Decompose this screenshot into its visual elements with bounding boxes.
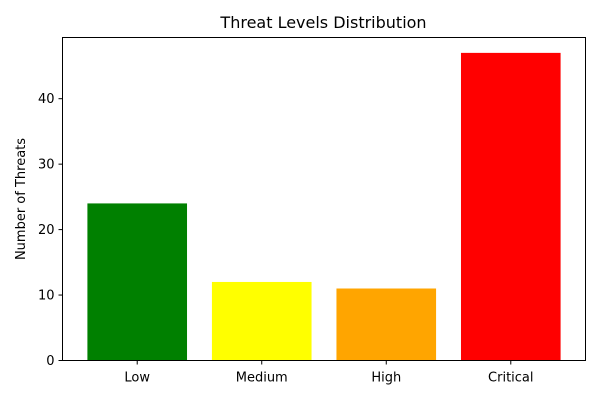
- plot-frame: [62, 37, 586, 361]
- bar-critical: [460, 52, 561, 361]
- bar-high: [336, 288, 437, 361]
- x-axis-ticks: Low Medium High Critical: [124, 360, 534, 386]
- x-tick-label: Critical: [488, 371, 533, 386]
- chart-title: Threat Levels Distribution: [219, 13, 426, 32]
- y-tick-label: 10: [38, 289, 55, 304]
- x-tick-label: High: [371, 371, 401, 386]
- y-axis-label: Number of Threats: [14, 138, 29, 260]
- x-tick-label: Low: [124, 371, 150, 386]
- y-tick-label: 40: [38, 92, 55, 107]
- bar-medium: [211, 281, 312, 361]
- x-tick-label: Medium: [236, 371, 288, 386]
- y-tick-label: 30: [38, 158, 55, 173]
- bar-low: [87, 203, 188, 361]
- y-tick-label: 20: [38, 223, 55, 238]
- y-tick-label: 0: [46, 354, 54, 369]
- bars-group: [87, 52, 561, 361]
- y-axis-ticks: 0 10 20 30 40: [38, 92, 63, 369]
